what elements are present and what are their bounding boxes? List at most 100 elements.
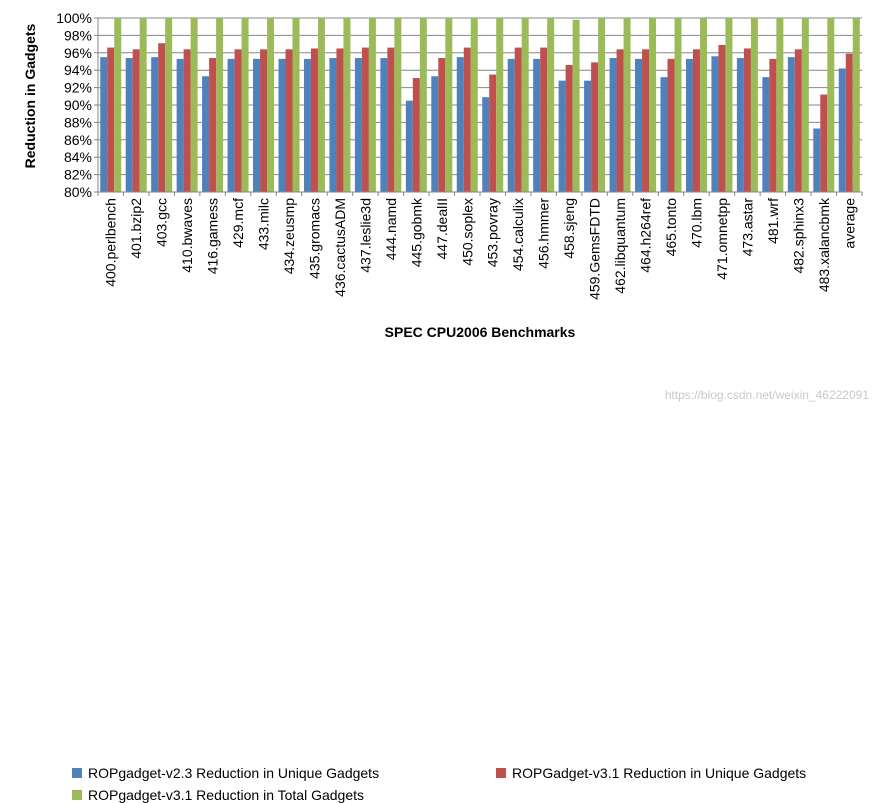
bar-series-3 xyxy=(317,18,325,192)
legend-label: ROPgadget-v2.3 Reduction in Unique Gadge… xyxy=(88,765,380,781)
bar-series-1 xyxy=(558,80,566,192)
y-tick-label: 96% xyxy=(64,45,92,61)
bar-series-3 xyxy=(521,18,529,192)
bar-series-1 xyxy=(787,57,795,193)
bar-series-2 xyxy=(820,94,828,192)
bar-series-2 xyxy=(336,48,344,193)
bar-series-3 xyxy=(368,18,376,192)
bar-series-3 xyxy=(267,18,275,192)
x-tick-label: 471.omnetpp xyxy=(714,198,730,280)
y-tick-label: 98% xyxy=(64,27,92,43)
legend-item: ROPGadget-v3.1 Reduction in Unique Gadge… xyxy=(496,765,806,781)
bar-series-2 xyxy=(412,78,420,192)
bar-series-3 xyxy=(572,19,580,192)
bar-series-1 xyxy=(456,57,464,193)
bar-series-2 xyxy=(667,58,675,192)
y-tick-label: 90% xyxy=(64,97,92,113)
x-tick-label: 445.gobmk xyxy=(408,197,424,267)
bar-series-2 xyxy=(438,58,446,192)
y-tick-label: 86% xyxy=(64,132,92,148)
bar-series-1 xyxy=(329,58,337,192)
bar-series-2 xyxy=(489,74,497,192)
bar-series-1 xyxy=(380,58,388,192)
bar-series-2 xyxy=(158,43,166,193)
bar-series-1 xyxy=(202,76,210,192)
bar-series-2 xyxy=(107,47,115,192)
y-tick-label: 92% xyxy=(64,80,92,96)
x-tick-label: 400.perlbench xyxy=(103,198,119,287)
bar-series-1 xyxy=(711,56,719,192)
bar-series-3 xyxy=(445,18,453,192)
x-tick-label: 437.leslie3d xyxy=(357,198,373,273)
x-tick-label: 456.hmmer xyxy=(536,198,552,269)
x-tick-label: 473.astar xyxy=(739,198,755,257)
bars xyxy=(100,18,860,193)
x-tick-label: 403.gcc xyxy=(154,198,170,247)
bar-series-3 xyxy=(750,18,758,192)
bar-series-3 xyxy=(241,18,249,192)
bar-series-1 xyxy=(685,58,693,192)
bar-series-1 xyxy=(100,57,108,193)
legend-swatch xyxy=(496,768,506,778)
bar-series-1 xyxy=(354,58,362,192)
bar-series-2 xyxy=(591,62,599,193)
bar-series-2 xyxy=(209,58,217,192)
bar-series-3 xyxy=(598,18,606,192)
bar-series-3 xyxy=(139,18,147,192)
y-tick-label: 82% xyxy=(64,167,92,183)
bar-series-2 xyxy=(387,47,395,192)
bar-series-3 xyxy=(343,18,351,192)
bar-series-3 xyxy=(190,18,198,192)
bar-series-1 xyxy=(609,58,617,192)
bar-series-2 xyxy=(616,49,624,192)
bar-series-2 xyxy=(794,49,802,192)
x-tick-label: 447.dealII xyxy=(434,198,450,260)
y-axis-label: Reduction in Gadgets xyxy=(22,23,38,168)
bar-series-3 xyxy=(419,18,427,192)
bar-series-3 xyxy=(394,18,402,192)
x-tick-label: 453.povray xyxy=(485,198,501,267)
bar-series-2 xyxy=(463,47,471,192)
y-tick-labels: 80%82% 84%86% 88%90%92% 94%96% 98%100% xyxy=(56,10,92,200)
bar-series-1 xyxy=(533,58,541,192)
bar-series-3 xyxy=(699,18,707,192)
bar-series-1 xyxy=(584,80,592,192)
bar-chart: 80%82% 84%86% 88%90%92% 94%96% 98%100% 400.p… xyxy=(22,10,863,340)
bar-series-2 xyxy=(132,49,140,192)
bar-series-1 xyxy=(253,58,261,192)
bar-series-1 xyxy=(762,77,770,192)
bar-series-2 xyxy=(845,53,853,192)
bar-series-3 xyxy=(496,18,504,192)
bar-series-2 xyxy=(540,47,548,192)
bar-series-2 xyxy=(260,49,268,192)
x-tick-label: 458.sjeng xyxy=(561,198,577,259)
legend-swatch xyxy=(72,790,82,800)
bar-series-3 xyxy=(470,18,478,192)
bar-series-2 xyxy=(361,47,369,192)
bar-series-2 xyxy=(514,47,522,192)
x-tick-label: 459.GemsFDTD xyxy=(587,198,603,300)
x-tick-label: 464.h264ref xyxy=(638,198,654,273)
x-tick-label: 401.bzip2 xyxy=(128,198,144,259)
bar-series-1 xyxy=(227,58,235,192)
bar-series-3 xyxy=(776,18,784,192)
x-tick-label: 483.xalancbmk xyxy=(816,197,832,292)
x-tick-label: 436.cactusADM xyxy=(332,198,348,297)
bar-series-2 xyxy=(183,49,191,192)
bar-series-1 xyxy=(813,128,821,192)
bar-series-3 xyxy=(827,18,835,192)
x-tick-label: 470.lbm xyxy=(688,198,704,248)
legend-item: ROPgadget-v2.3 Reduction in Unique Gadge… xyxy=(72,765,379,781)
bar-series-1 xyxy=(303,58,311,192)
bar-series-1 xyxy=(125,58,133,192)
bar-series-2 xyxy=(565,64,573,192)
bar-series-2 xyxy=(285,49,293,192)
bar-series-2 xyxy=(234,49,242,192)
x-axis-label: SPEC CPU2006 Benchmarks xyxy=(385,324,576,340)
x-tick-label: 481.wrf xyxy=(765,198,781,244)
bar-series-3 xyxy=(852,18,860,192)
legend-item: ROPgadget-v3.1 Reduction in Total Gadget… xyxy=(72,787,364,803)
bar-series-2 xyxy=(743,48,751,193)
bar-series-2 xyxy=(769,58,777,192)
bar-series-3 xyxy=(623,18,631,192)
